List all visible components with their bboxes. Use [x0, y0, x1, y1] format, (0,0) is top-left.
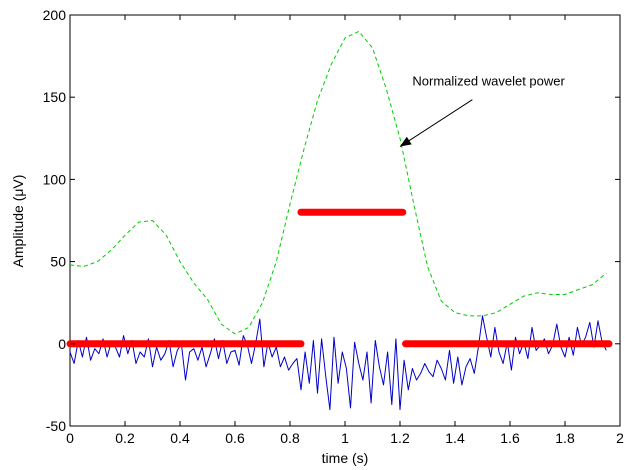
y-axis-label: Amplitude (μV) [10, 175, 26, 268]
series-layer [66, 30, 613, 411]
x-tick-label: 2 [616, 430, 624, 446]
y-tick-label: 200 [43, 7, 67, 23]
x-tick-label: 1.8 [555, 430, 575, 446]
y-tick-label: 100 [43, 171, 67, 187]
y-tick-label: 50 [50, 254, 66, 270]
ticks-layer: 0 0.2 0.4 0.6 0.8 1 1.2 1.4 1.6 1.8 2-500501001502… [43, 7, 624, 446]
annotation-arrow-line [399, 99, 473, 147]
series-0-line [69, 30, 607, 335]
annotation-arrow-head [400, 136, 412, 147]
x-tick-label: 1 [341, 430, 349, 446]
x-tick-label: 0.4 [170, 430, 190, 446]
y-tick-label: -50 [46, 418, 66, 434]
x-tick-label: 0.2 [115, 430, 135, 446]
y-tick-label: 0 [58, 336, 66, 352]
x-tick-label: 1.6 [500, 430, 520, 446]
x-tick-label: 1.4 [445, 430, 465, 446]
y-tick-label: 150 [43, 89, 67, 105]
x-axis-label: time (s) [322, 450, 369, 466]
x-tick-label: 0 [66, 430, 74, 446]
x-tick-label: 0.6 [225, 430, 245, 446]
annotation-label: Normalized wavelet power [412, 74, 565, 89]
annotation-layer: Normalized wavelet power [399, 74, 565, 147]
x-tick-label: 0.8 [280, 430, 300, 446]
x-tick-label: 1.2 [390, 430, 410, 446]
